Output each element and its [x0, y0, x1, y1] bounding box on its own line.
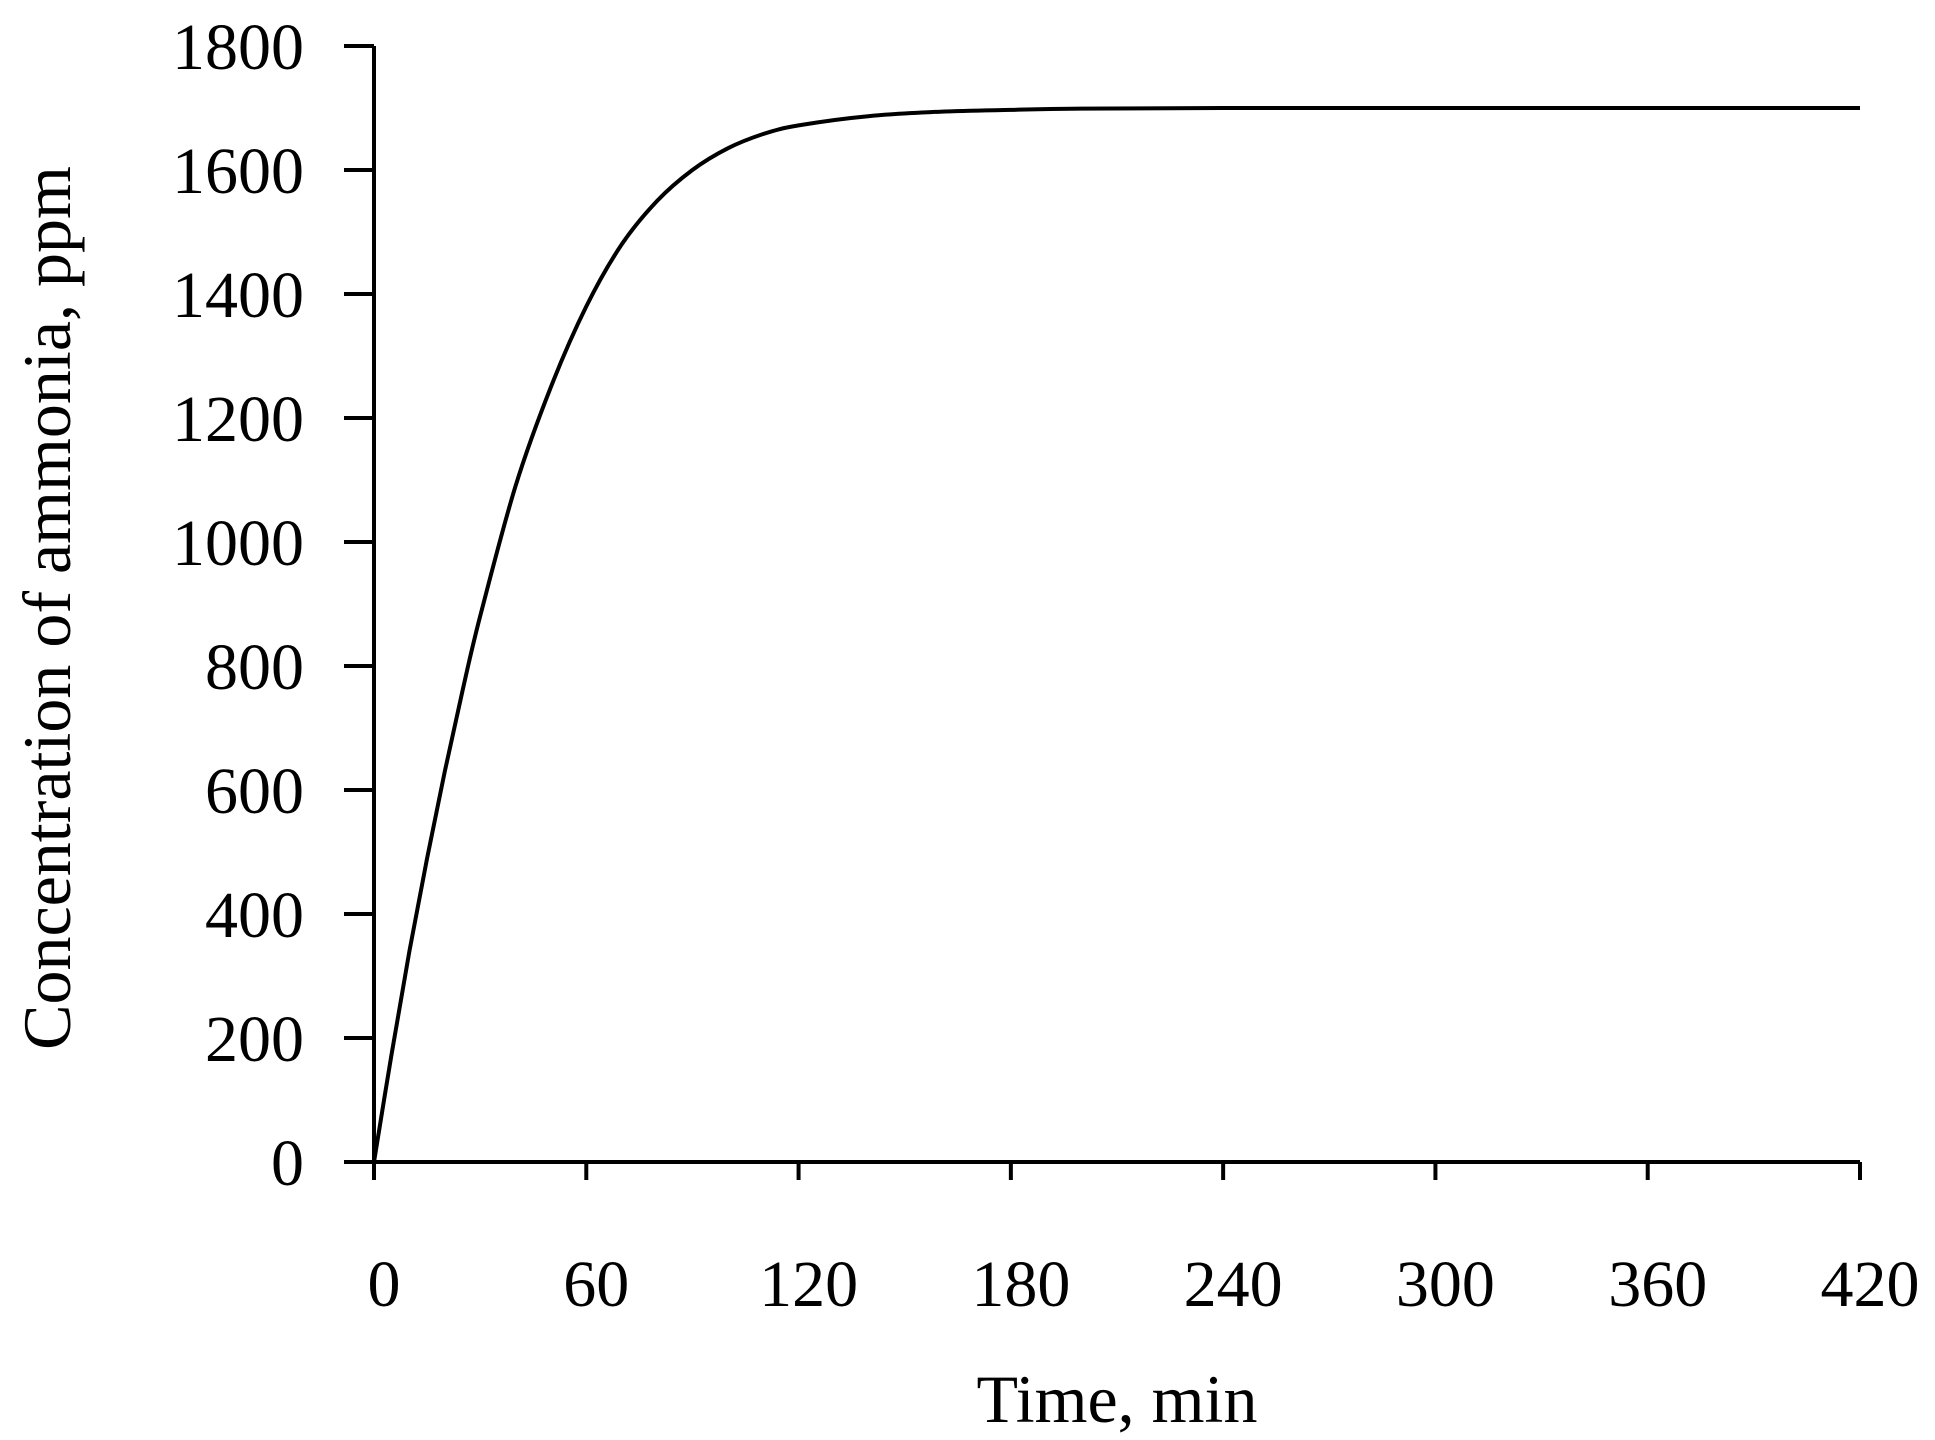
y-tick-label: 1600: [172, 135, 304, 208]
y-tick-label: 1200: [172, 383, 304, 456]
y-tick-label: 200: [205, 1003, 304, 1076]
y-axis: 0 200 400 600 800 1000 1200 1400 1600 1800: [172, 11, 376, 1200]
y-tick-label: 1400: [172, 259, 304, 332]
series-layer: [372, 105, 1860, 1163]
x-tick-label: 300: [1396, 1248, 1495, 1321]
y-axis-title: Concentration of ammonia, ppm: [9, 166, 85, 1050]
x-tick-label: 240: [1184, 1248, 1283, 1321]
x-tick-label: 120: [759, 1248, 858, 1321]
y-tick-label: 1800: [172, 11, 304, 84]
x-axis: 0 60 120 180 240 300 360 420: [368, 1160, 1920, 1321]
y-tick-label: 1000: [172, 507, 304, 580]
y-tick-label: 400: [205, 879, 304, 952]
y-tick-label: 0: [271, 1127, 304, 1200]
y-tick-label: 800: [205, 631, 304, 704]
x-axis-title: Time, min: [977, 1361, 1258, 1437]
y-tick-label: 600: [205, 755, 304, 828]
series-line: [372, 105, 1860, 1163]
x-tick-label: 360: [1608, 1248, 1707, 1321]
x-tick-label: 180: [971, 1248, 1070, 1321]
x-tick-label: 0: [368, 1248, 401, 1321]
x-tick-label: 60: [563, 1248, 629, 1321]
x-tick-label: 420: [1821, 1248, 1920, 1321]
